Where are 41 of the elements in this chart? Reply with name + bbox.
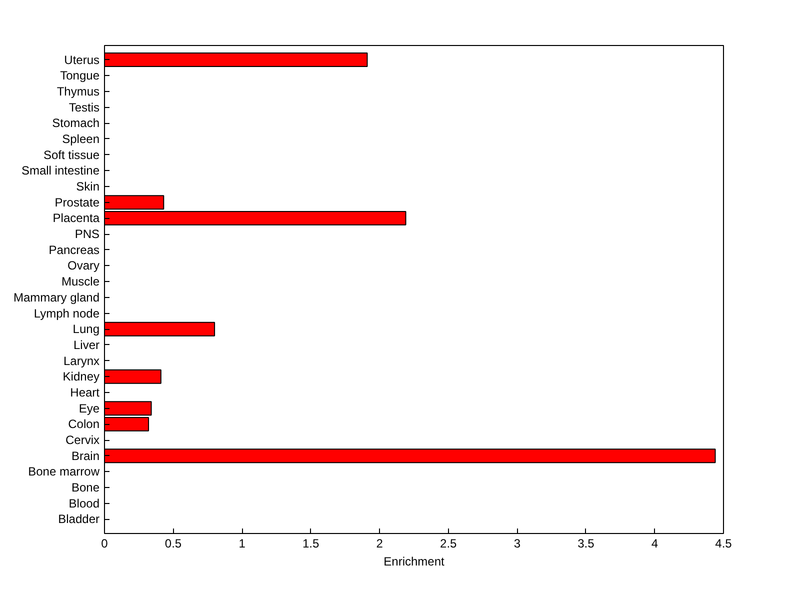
x-tick-label: 4.5 <box>715 536 732 550</box>
y-tick-label: Kidney <box>62 370 100 384</box>
x-axis-title: Enrichment <box>384 554 446 568</box>
y-tick-label: Prostate <box>54 195 100 210</box>
x-tick-label: 0 <box>101 536 108 550</box>
x-tick-label: 0.5 <box>164 536 182 550</box>
y-tick-label: Soft tissue <box>43 148 100 162</box>
y-tick-label: Heart <box>70 385 100 400</box>
y-tick-label: Eye <box>78 401 100 416</box>
x-tick-label: 4 <box>651 536 658 550</box>
y-tick-label: Brain <box>71 448 100 463</box>
y-tick-label: Bladder <box>58 512 100 526</box>
y-tick-label: Spleen <box>62 132 100 146</box>
x-tick-label: 3 <box>514 536 521 550</box>
y-tick-label: Colon <box>68 417 100 432</box>
y-tick-label: Larynx <box>63 354 100 368</box>
x-tick-label: 1 <box>238 536 246 550</box>
y-tick-label: Cervix <box>66 433 100 448</box>
y-tick-label: Uterus <box>64 52 100 67</box>
x-tick-label: 2.5 <box>440 536 458 550</box>
y-tick-label: Ovary <box>67 258 100 273</box>
y-tick-label: Stomach <box>52 116 100 130</box>
y-tick-label: Tongue <box>60 68 100 83</box>
y-tick-label: PNS <box>74 227 100 242</box>
y-tick-label: Lung <box>72 322 100 336</box>
y-tick-label: Skin <box>76 180 100 194</box>
y-tick-label: Small intestine <box>21 164 100 178</box>
y-tick-label: Mammary gland <box>13 290 100 304</box>
y-tick-label: Bone marrow <box>28 464 100 479</box>
x-tick-label: 3.5 <box>578 536 595 550</box>
x-tick-label: 2 <box>376 536 384 550</box>
y-tick-label: Placenta <box>52 211 100 226</box>
y-tick-label: Pancreas <box>48 242 100 257</box>
x-tick-label: 1.5 <box>302 536 320 550</box>
y-tick-label: Muscle <box>61 274 100 289</box>
y-tick-label: Liver <box>73 338 100 352</box>
y-tick-label: Testis <box>68 100 100 114</box>
y-tick-label: Lymph node <box>34 306 100 320</box>
y-tick-label: Blood <box>68 496 100 510</box>
y-tick-label: Thymus <box>56 84 100 98</box>
y-tick-label: Bone <box>71 480 100 495</box>
